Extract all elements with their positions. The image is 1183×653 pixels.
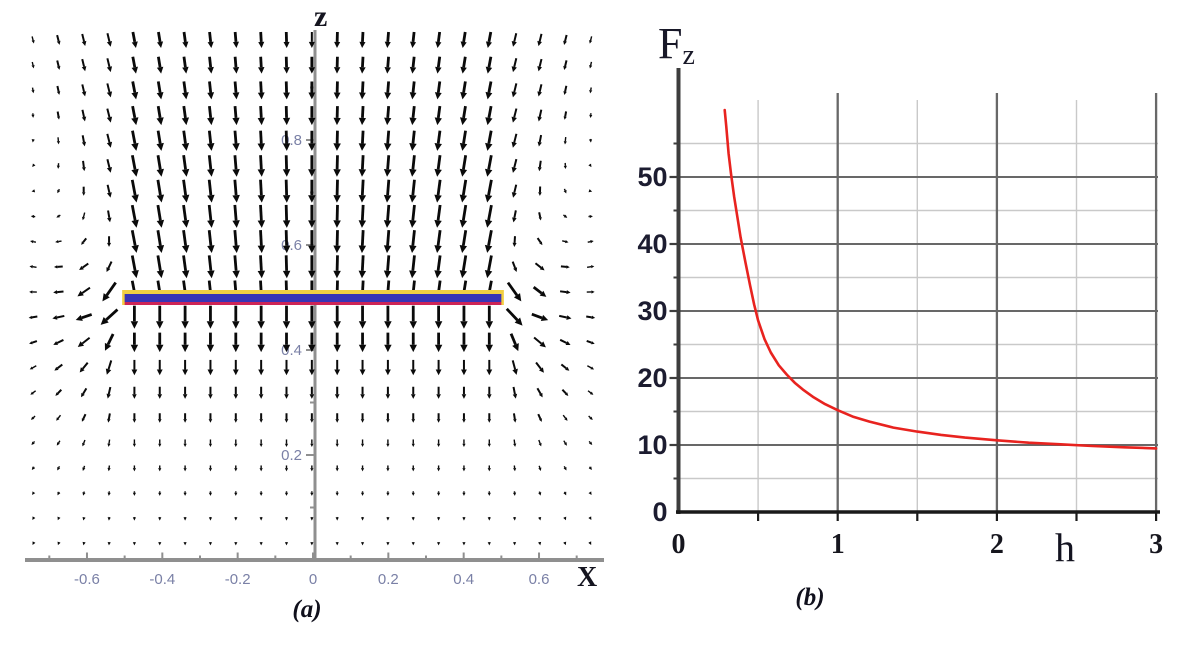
svg-text:2: 2 <box>990 529 1004 560</box>
svg-text:0.2: 0.2 <box>378 571 399 588</box>
x-axis-label: X <box>577 562 598 593</box>
z-axis-label: z <box>314 0 328 33</box>
svg-text:0: 0 <box>309 571 317 588</box>
panel-b-caption: (b) <box>795 584 825 611</box>
svg-text:0.4: 0.4 <box>281 342 302 359</box>
h-axis-label: h <box>1055 525 1075 570</box>
svg-text:1: 1 <box>831 529 845 560</box>
svg-text:50: 50 <box>637 162 667 192</box>
vector-field-plot: 0.2 0.4 0.6 0.8 -0.6 -0.4 -0.2 0 0.2 0.4 0.6 <box>25 30 604 588</box>
fz-axis-label: Fz <box>658 18 695 72</box>
svg-text:0: 0 <box>672 529 686 560</box>
svg-text:-0.2: -0.2 <box>225 571 251 588</box>
fz-main: F <box>658 19 683 68</box>
svg-text:0.6: 0.6 <box>281 237 302 254</box>
fz-curve <box>723 108 1158 450</box>
svg-text:30: 30 <box>637 296 667 326</box>
svg-text:-0.4: -0.4 <box>149 571 175 588</box>
svg-text:0: 0 <box>652 497 667 527</box>
fz-subscript: z <box>682 40 695 71</box>
panel-a-caption: (a) <box>292 596 322 623</box>
svg-text:0.2: 0.2 <box>281 447 302 464</box>
svg-text:0.4: 0.4 <box>453 571 474 588</box>
svg-text:3: 3 <box>1149 529 1163 560</box>
svg-text:20: 20 <box>637 363 667 393</box>
svg-text:40: 40 <box>637 229 667 259</box>
svg-text:0.6: 0.6 <box>529 571 550 588</box>
svg-text:0.8: 0.8 <box>281 132 302 149</box>
force-curve-plot: 0 10 20 30 40 50 0 1 2 3 <box>637 68 1163 560</box>
svg-text:-0.6: -0.6 <box>74 571 100 588</box>
svg-text:10: 10 <box>637 430 667 460</box>
